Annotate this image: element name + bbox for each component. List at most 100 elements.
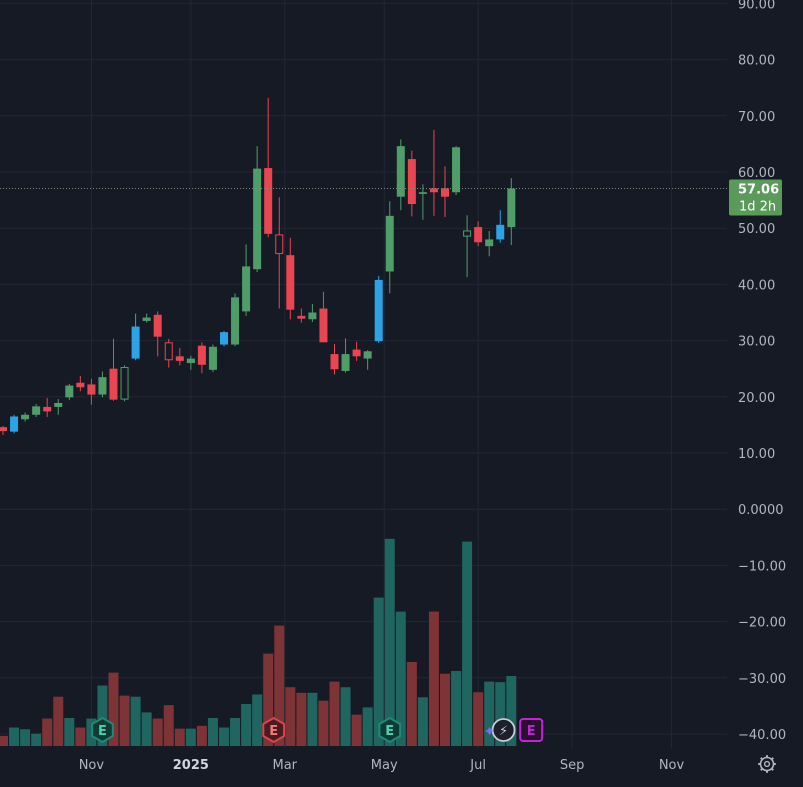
earnings-marker[interactable]: E [91, 716, 114, 744]
volume-bar [163, 705, 174, 746]
volume-bar [406, 662, 417, 746]
price-tick-label: 30.00 [738, 335, 775, 350]
candle [308, 304, 317, 323]
candle-body [352, 349, 361, 357]
volume-bar [329, 681, 340, 746]
volume-bar [252, 694, 263, 746]
volume-bar [274, 625, 285, 746]
candle-body [10, 416, 19, 432]
candle-body [429, 188, 438, 193]
sparkle-icon [484, 727, 495, 735]
candle [186, 355, 195, 370]
candle-body [496, 224, 505, 240]
candle-body [54, 402, 63, 407]
price-tick-label: −40.00 [738, 728, 786, 743]
marker-glyph: ⚡ [499, 724, 508, 739]
price-tick-label: 40.00 [738, 278, 775, 293]
volume-bar [230, 718, 241, 746]
volume-bar [506, 676, 517, 746]
candle [429, 129, 438, 216]
time-tick-label: Jul [469, 758, 486, 773]
candle-body [164, 342, 173, 361]
last-price-value: 57.06 [738, 183, 779, 198]
candle-body [186, 358, 195, 364]
volume-bar [296, 692, 307, 746]
candle-body [319, 308, 328, 343]
price-axis[interactable]: 90.00 80.00 70.00 60.00 50.00 40.00 30.00 20.00… [738, 0, 786, 743]
volume-bar [440, 673, 450, 746]
candle-body [452, 147, 461, 193]
candle-body [220, 332, 228, 345]
candle [21, 412, 30, 422]
price-tick-label: 0.0000 [738, 503, 784, 518]
volume-bar [75, 727, 86, 746]
price-candles [0, 97, 516, 436]
candle [496, 210, 505, 243]
price-tick-label: 60.00 [738, 166, 775, 181]
event-markers[interactable]: E E E ⚡ E [91, 716, 544, 744]
candle [286, 237, 295, 320]
candle-body [153, 314, 162, 337]
candle [164, 338, 173, 368]
candle [10, 414, 19, 434]
marker-glyph: E [269, 724, 278, 739]
candle-body [175, 356, 184, 361]
earnings-marker[interactable]: E [378, 716, 402, 744]
volume-bar [428, 611, 439, 746]
candle [352, 341, 361, 361]
volume-bar [473, 692, 484, 746]
candle-body [76, 382, 85, 388]
candle [0, 426, 7, 436]
candle-body [485, 239, 494, 247]
candle [363, 350, 372, 370]
volume-bar [495, 682, 506, 746]
candle-body [264, 168, 273, 234]
candle-body [120, 367, 129, 400]
price-tick-label: 80.00 [738, 54, 775, 69]
candle-body [507, 188, 516, 228]
marker-glyph: E [527, 724, 536, 739]
volume-bar [97, 685, 108, 746]
candle [264, 97, 273, 238]
time-axis[interactable]: SepNov2025MarMayJulSepNov [0, 758, 685, 773]
candle [253, 146, 262, 273]
candle [120, 365, 129, 402]
candle-body [441, 188, 449, 197]
candle-body [286, 255, 295, 310]
price-tick-label: −30.00 [738, 672, 786, 687]
time-tick-label: Sep [560, 758, 585, 773]
volume-bar [141, 712, 152, 746]
candle [54, 399, 63, 415]
candle-body [297, 315, 306, 319]
candle [396, 139, 405, 211]
candle-body [330, 354, 339, 370]
candle [242, 244, 251, 316]
candle-body [396, 146, 405, 197]
volume-bar [307, 692, 318, 746]
candle [374, 275, 383, 343]
volume-bar [373, 597, 384, 746]
split-marker[interactable]: ⚡ [484, 718, 516, 742]
candle [341, 338, 350, 373]
candle [220, 331, 228, 347]
volume-bar [196, 725, 207, 746]
earnings-marker[interactable]: E [519, 718, 544, 742]
volume-bar [340, 687, 351, 746]
volume-bar [362, 707, 373, 746]
last-price-countdown: 1d 2h [739, 200, 776, 215]
price-tick-label: 90.00 [738, 0, 775, 12]
volume-bar [263, 653, 274, 746]
volume-bar [31, 733, 42, 746]
candle [452, 146, 461, 196]
volume-bar [451, 670, 462, 746]
price-tick-label: 70.00 [738, 110, 775, 125]
candle [231, 293, 240, 347]
candle-body [32, 406, 41, 415]
volume-bar [64, 718, 75, 746]
candle-body [109, 368, 118, 400]
settings-gear-icon[interactable] [758, 755, 776, 773]
earnings-marker[interactable]: E [262, 716, 286, 744]
candle [385, 201, 394, 294]
